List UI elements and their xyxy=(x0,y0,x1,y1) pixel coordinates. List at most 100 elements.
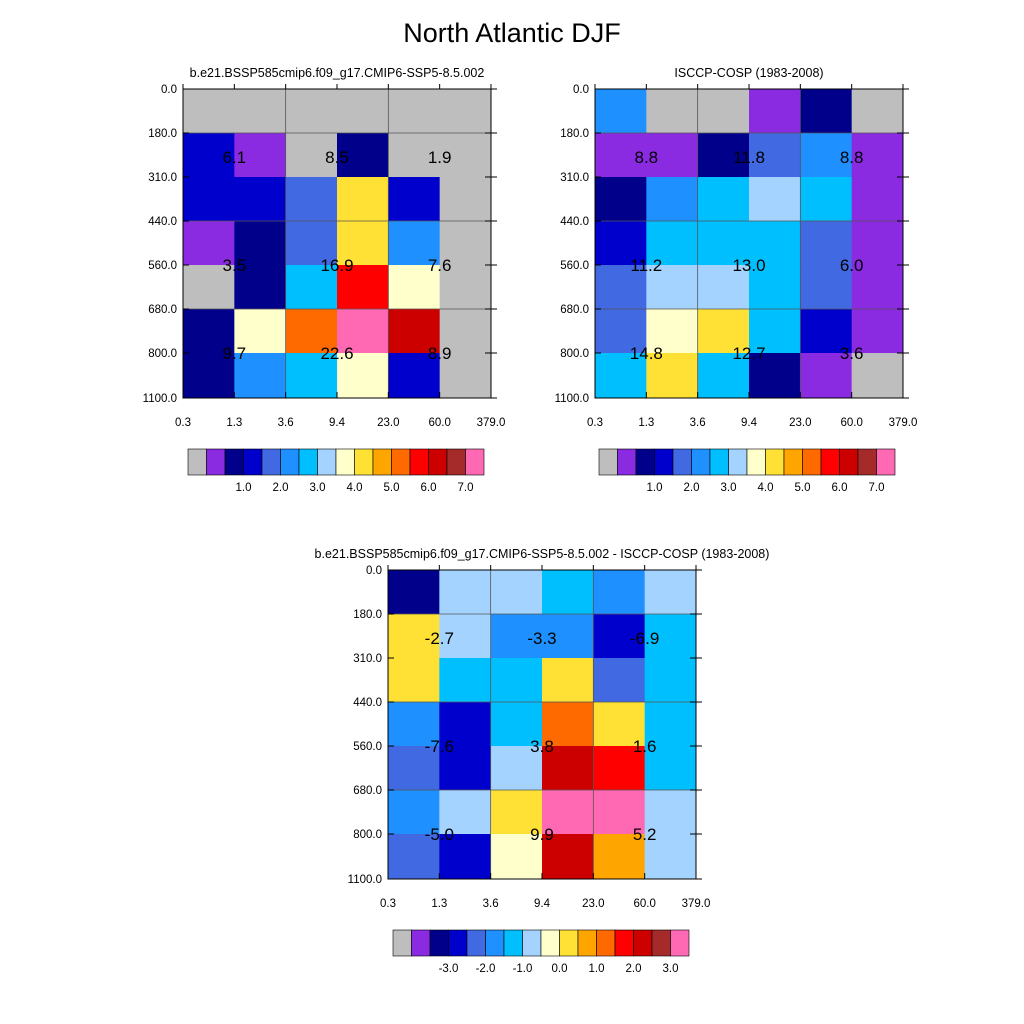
heatmap-cell xyxy=(285,309,338,354)
heatmap-cell xyxy=(542,702,594,747)
colorbar-swatch xyxy=(746,448,766,476)
heatmap-cell xyxy=(749,309,801,354)
block-value-label: 8.8 xyxy=(840,148,864,167)
heatmap-cell xyxy=(388,746,440,791)
heatmap-cell xyxy=(646,177,699,222)
heatmap-cell xyxy=(644,658,697,703)
heatmap-cell xyxy=(183,265,235,310)
heatmap-cell xyxy=(337,309,389,354)
x-tick-label: 9.4 xyxy=(534,898,551,910)
block-value-label: 9.9 xyxy=(530,825,554,844)
heatmap-cell xyxy=(337,353,389,399)
heatmap-cell xyxy=(234,353,287,399)
heatmap-cell xyxy=(234,221,287,266)
heatmap-cell xyxy=(697,177,750,222)
heatmap-cell xyxy=(388,570,440,615)
heatmap-cell xyxy=(595,309,647,354)
colorbar-swatch xyxy=(635,448,655,476)
colorbar-label: 2.0 xyxy=(626,963,642,975)
heatmap-cell xyxy=(800,177,853,222)
heatmap-cell xyxy=(388,353,441,399)
block-value-label: 3.5 xyxy=(223,256,247,275)
heatmap-cell xyxy=(439,746,492,791)
panel-title: b.e21.BSSP585cmip6.f09_g17.CMIP6-SSP5-8.… xyxy=(190,66,485,80)
heatmap-cell xyxy=(337,221,389,266)
y-tick-label: 310.0 xyxy=(560,172,589,184)
y-tick-label: 180.0 xyxy=(148,128,177,140)
block-value-label: -6.9 xyxy=(630,629,659,648)
colorbar-swatch xyxy=(243,448,263,476)
heatmap-cell xyxy=(595,177,647,222)
heatmap-cell xyxy=(800,265,853,310)
heatmap-cell xyxy=(800,353,853,399)
colorbar-label: 3.0 xyxy=(663,963,679,975)
heatmap-cell xyxy=(800,133,853,178)
block-value-label: 6.1 xyxy=(223,148,247,167)
colorbar-label: 0.0 xyxy=(552,963,568,975)
colorbar-swatch xyxy=(765,448,785,476)
y-tick-label: 560.0 xyxy=(148,260,177,272)
heatmap-cell xyxy=(644,702,697,747)
heatmap-cell xyxy=(646,353,699,399)
heatmap-cell xyxy=(337,177,389,222)
heatmap-cell xyxy=(388,309,441,354)
heatmap-cell xyxy=(439,133,492,178)
colorbar-swatch xyxy=(409,448,429,476)
heatmap-cell xyxy=(388,89,441,134)
heatmap-cell xyxy=(490,834,543,880)
block-value-label: 3.8 xyxy=(530,737,554,756)
colorbar-swatch xyxy=(672,448,692,476)
x-tick-label: 379.0 xyxy=(477,417,506,429)
heatmap-cell xyxy=(851,265,904,310)
colorbar-swatch xyxy=(446,448,466,476)
heatmap-cell xyxy=(697,221,750,266)
heatmap-cell xyxy=(439,570,492,615)
y-tick-label: 800.0 xyxy=(353,829,382,841)
block-value-label: 3.6 xyxy=(840,344,864,363)
colorbar-label: 1.0 xyxy=(236,482,252,494)
heatmap-cell xyxy=(388,133,441,178)
heatmap-cell xyxy=(595,89,647,134)
colorbar-label: 1.0 xyxy=(589,963,605,975)
x-tick-label: 60.0 xyxy=(428,417,450,429)
colorbar-swatch xyxy=(633,929,653,957)
colorbar-swatch xyxy=(261,448,281,476)
block-value-label: -5.0 xyxy=(425,825,454,844)
chart-panel-3: b.e21.BSSP585cmip6.f09_g17.CMIP6-SSP5-8.… xyxy=(315,547,770,975)
colorbar-swatch xyxy=(503,929,523,957)
heatmap-cell xyxy=(542,570,594,615)
heatmap-cell xyxy=(542,834,594,880)
heatmap-cell xyxy=(439,221,492,266)
colorbar-swatch xyxy=(391,448,411,476)
x-tick-label: 0.3 xyxy=(587,417,603,429)
heatmap-cell xyxy=(749,265,801,310)
heatmap-cell xyxy=(851,89,904,134)
y-tick-label: 680.0 xyxy=(560,304,589,316)
heatmap-cell xyxy=(490,746,543,791)
x-tick-label: 0.3 xyxy=(380,898,396,910)
heatmap-cell xyxy=(644,834,697,880)
x-tick-label: 3.6 xyxy=(278,417,294,429)
colorbar-swatch xyxy=(298,448,318,476)
x-tick-label: 9.4 xyxy=(329,417,346,429)
heatmap-cell xyxy=(595,133,647,178)
figure-title: North Atlantic DJF xyxy=(403,18,621,48)
colorbar-swatch xyxy=(206,448,226,476)
colorbar-swatch xyxy=(596,929,616,957)
block-value-label: 8.5 xyxy=(325,148,349,167)
block-value-label: 11.2 xyxy=(630,256,662,275)
heatmap-cell xyxy=(644,614,697,659)
heatmap-cell xyxy=(851,133,904,178)
heatmap-cell xyxy=(183,221,235,266)
colorbar-label: 7.0 xyxy=(458,482,474,494)
heatmap-cell xyxy=(749,133,801,178)
heatmap-cell xyxy=(749,353,801,399)
heatmap-cell xyxy=(646,309,699,354)
block-value-label: 7.6 xyxy=(428,256,452,275)
heatmap-cell xyxy=(595,353,647,399)
colorbar-swatch xyxy=(411,929,431,957)
colorbar-swatch xyxy=(540,929,560,957)
colorbar-swatch xyxy=(691,448,711,476)
colorbar-label: 7.0 xyxy=(869,482,885,494)
